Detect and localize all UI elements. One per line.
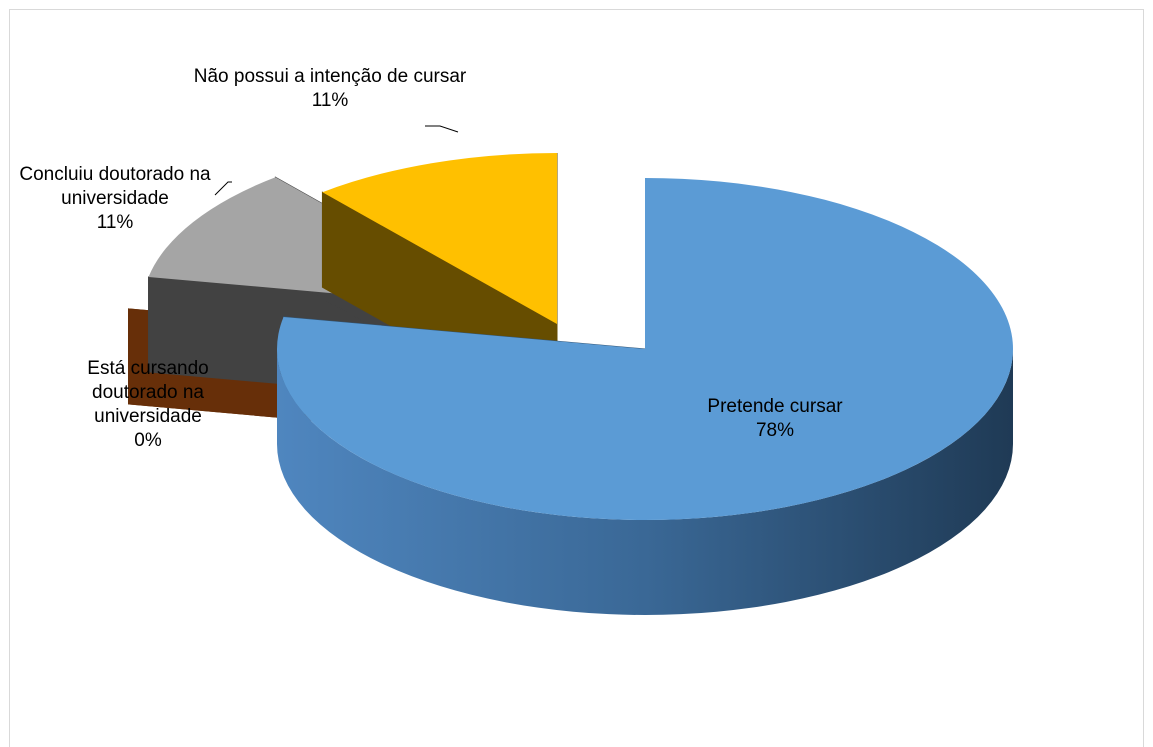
label-value: 11% xyxy=(96,212,134,233)
label-value: 78% xyxy=(755,420,795,441)
data-label: Pretende cursar 78% xyxy=(690,395,860,443)
data-label: Está cursando doutorado na universidade 0… xyxy=(58,357,238,453)
data-label: Concluiu doutorado na universidade 11% xyxy=(15,163,215,235)
data-label: Não possui a intenção de cursar 11% xyxy=(190,65,470,113)
label-value: 11% xyxy=(311,90,349,111)
pie-slice xyxy=(277,178,1014,520)
slice-side xyxy=(277,349,1013,615)
label-name: Não possui a intenção de cursar xyxy=(193,66,467,87)
label-name: Pretende cursar xyxy=(707,396,843,417)
label-name: Concluiu doutorado na universidade xyxy=(19,164,211,209)
chart-border xyxy=(9,9,1144,747)
label-name: Está cursando doutorado na universidade xyxy=(87,358,209,427)
label-value: 0% xyxy=(134,430,162,451)
leader-line xyxy=(214,181,232,196)
leader-line xyxy=(425,125,459,133)
pie-slice xyxy=(322,153,557,324)
